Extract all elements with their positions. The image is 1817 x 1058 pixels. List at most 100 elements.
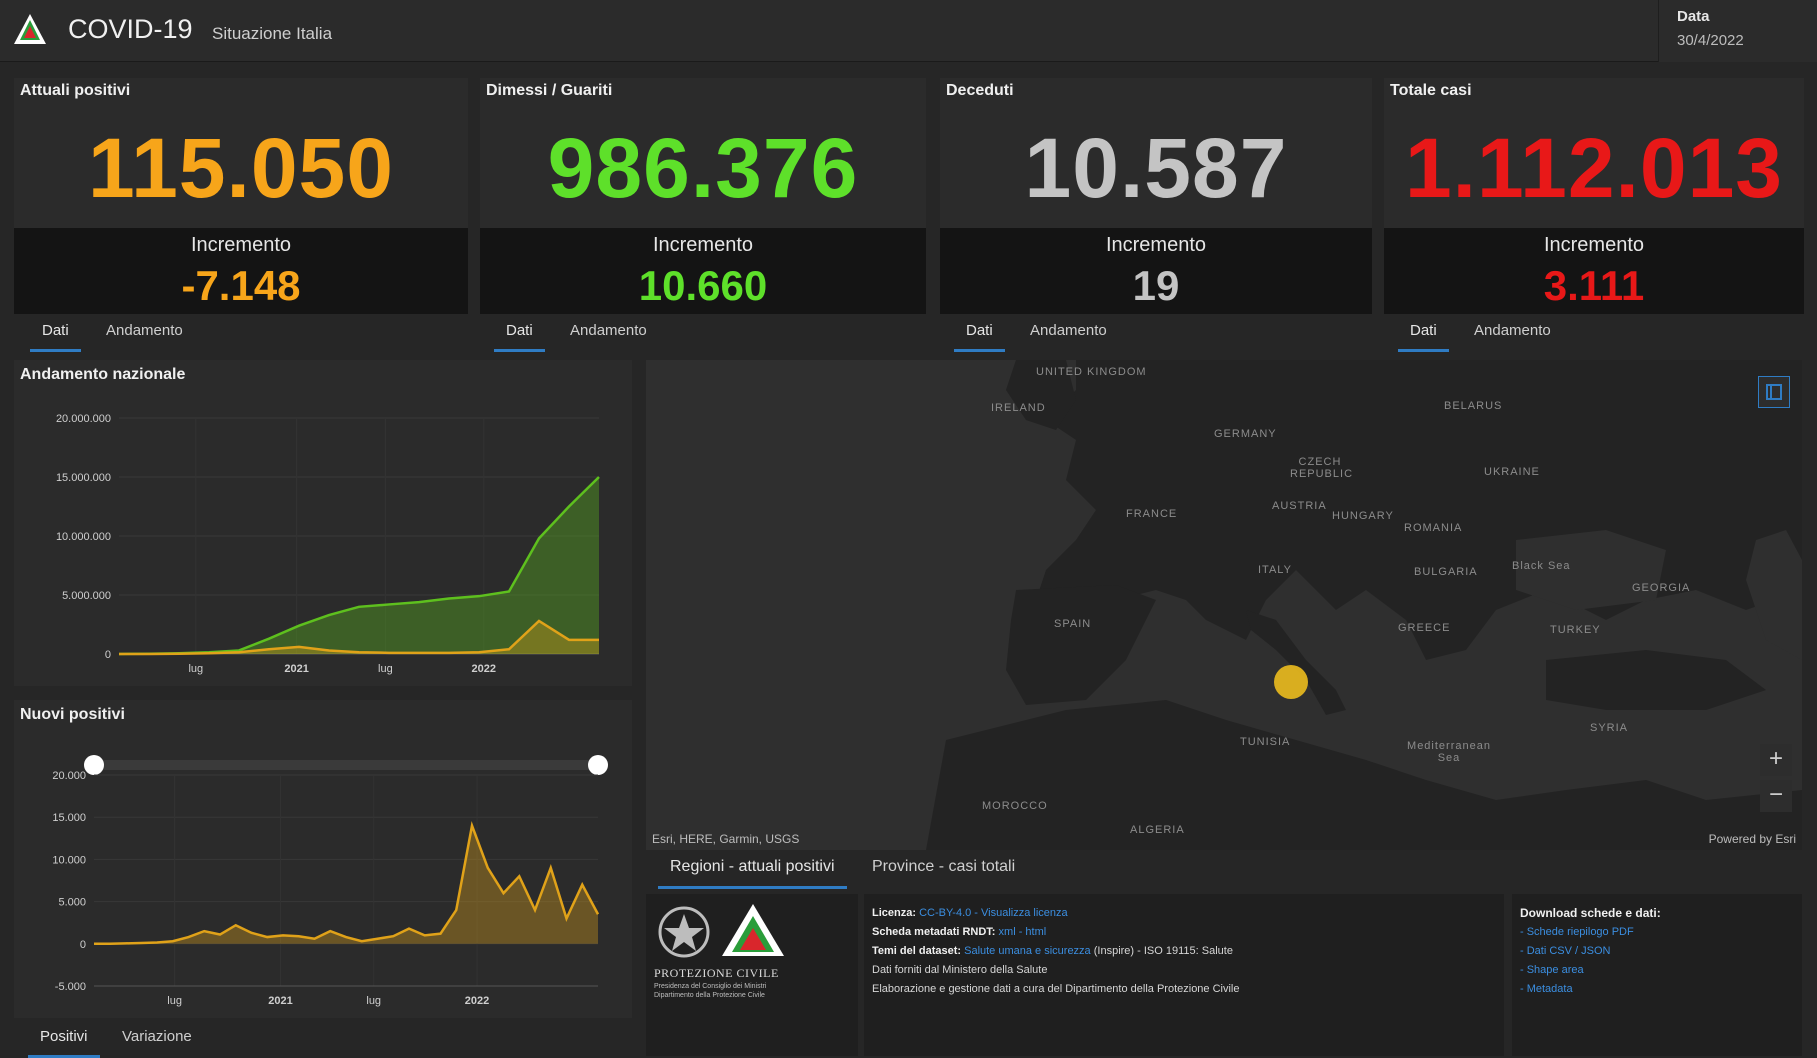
tab-andamento[interactable]: Andamento — [106, 322, 183, 339]
y-tick-label: 15.000 — [52, 812, 86, 824]
map-label: GREECE — [1398, 622, 1451, 634]
italy-marker[interactable] — [1274, 665, 1308, 699]
tab-dati[interactable]: Dati — [1398, 316, 1449, 352]
range-slider-track — [94, 760, 594, 770]
series-area — [119, 620, 599, 654]
range-slider-handle-left[interactable] — [84, 755, 104, 775]
y-tick-label: 0 — [80, 939, 86, 951]
license-label: Licenza: — [872, 907, 917, 919]
map-label: UNITED KINGDOM — [1036, 366, 1147, 378]
y-tick-label: 10.000.000 — [56, 531, 111, 543]
logo-text: PROTEZIONE CIVILE — [654, 966, 779, 980]
x-tick-label: lug — [366, 995, 381, 1007]
download-link-pdf[interactable]: - Schede riepilogo PDF — [1520, 926, 1634, 938]
range-slider-handle-right[interactable] — [588, 755, 608, 775]
tab-dati[interactable]: Dati — [30, 316, 81, 352]
map-label: SPAIN — [1054, 618, 1092, 630]
new-cases-panel: Nuovi positivi 20.000 15.000 10.000 5.000 0 -… — [14, 700, 632, 1018]
map-credit: Esri, HERE, Garmin, USGS — [652, 832, 800, 846]
tab-dati[interactable]: Dati — [494, 316, 545, 352]
kpi-title: Dimessi / Guariti — [486, 82, 613, 99]
map-label: TURKEY — [1550, 624, 1601, 636]
map-label: GERMANY — [1214, 428, 1277, 440]
kpi-title: Totale casi — [1390, 82, 1472, 99]
y-tick-label: 5.000.000 — [62, 590, 111, 602]
map-label: GEORGIA — [1632, 582, 1691, 594]
download-title: Download schede e dati: — [1520, 906, 1661, 920]
tab-regioni-attuali-positivi[interactable]: Regioni - attuali positivi — [658, 852, 847, 889]
panel-title: Nuovi positivi — [20, 706, 125, 723]
tab-variazione[interactable]: Variazione — [122, 1028, 192, 1045]
protezione-civile-icon — [722, 904, 784, 956]
national-trend-chart: 20.000.000 15.000.000 10.000.000 5.000.000 0… — [56, 413, 600, 675]
logo-subtext: Presidenza del Consiglio dei Ministri Di… — [654, 983, 767, 999]
protezione-civile-logo-icon — [14, 14, 46, 44]
map-label: FRANCE — [1126, 508, 1178, 520]
zoom-in-button[interactable]: + — [1760, 744, 1792, 776]
tab-province-casi-totali[interactable]: Province - casi totali — [872, 858, 1016, 875]
themes-label: Temi del dataset: — [872, 945, 962, 957]
download-link-shape[interactable]: - Shape area — [1520, 964, 1584, 976]
tab-positivi[interactable]: Positivi — [28, 1022, 100, 1058]
map-label: HUNGARY — [1332, 510, 1394, 522]
date-label: Data — [1677, 8, 1710, 25]
download-link-metadata[interactable]: - Metadata — [1520, 983, 1573, 995]
kpi-increment-value: -7.148 — [181, 262, 301, 309]
map-label: BULGARIA — [1414, 566, 1478, 578]
themes-link[interactable]: Salute umana e sicurezza — [964, 945, 1091, 957]
themes-rest: (Inspire) - ISO 19115: Salute — [1093, 945, 1233, 957]
map-list-button[interactable] — [1758, 376, 1790, 408]
tab-dati[interactable]: Dati — [954, 316, 1005, 352]
info-panel: PROTEZIONE CIVILE Presidenza del Consigl… — [646, 894, 1802, 1056]
rndt-link[interactable]: xml - html — [998, 926, 1047, 938]
y-tick-label: 20.000 — [52, 770, 86, 782]
y-tick-label: 10.000 — [52, 854, 86, 866]
map-label: ROMANIA — [1404, 522, 1463, 534]
map-label: UKRAINE — [1484, 466, 1540, 478]
x-tick-label: 2022 — [472, 663, 496, 675]
kpi-value: 10.587 — [1024, 121, 1288, 215]
tab-andamento[interactable]: Andamento — [1474, 322, 1551, 339]
map-label: BELARUS — [1444, 400, 1503, 412]
map-label: AUSTRIA — [1272, 500, 1327, 512]
kpi-card-attuali-positivi: Attuali positivi 115.050 Incremento -7.1… — [14, 78, 468, 314]
x-tick-label: lug — [378, 663, 393, 675]
tab-andamento[interactable]: Andamento — [1030, 322, 1107, 339]
map-powered-by[interactable]: Powered by Esri — [1708, 832, 1796, 846]
series-area — [94, 825, 598, 944]
map-view[interactable]: UNITED KINGDOM IRELAND BELARUS GERMANY C… — [646, 360, 1802, 850]
app-title: COVID-19 — [68, 14, 193, 44]
kpi-title: Attuali positivi — [20, 82, 131, 99]
license-link[interactable]: CC-BY-4.0 - Visualizza licenza — [919, 907, 1068, 919]
kpi-increment-label: Incremento — [652, 234, 754, 256]
tab-andamento[interactable]: Andamento — [570, 322, 647, 339]
map-label: IRELAND — [991, 402, 1046, 414]
kpi-title: Deceduti — [946, 82, 1014, 99]
y-tick-label: 20.000.000 — [56, 413, 111, 425]
kpi-card-totale-casi: Totale casi 1.112.013 Incremento 3.111 — [1384, 78, 1804, 314]
license-box: Licenza: CC-BY-4.0 - Visualizza licenza … — [864, 894, 1504, 1056]
series-area — [119, 477, 599, 654]
x-tick-label: 2021 — [284, 663, 308, 675]
map-label: ITALY — [1258, 564, 1292, 576]
download-link-csv[interactable]: - Dati CSV / JSON — [1520, 945, 1611, 957]
map-label: MOROCCO — [982, 800, 1048, 812]
app-header: COVID-19 Situazione Italia Data 30/4/202… — [0, 0, 1817, 62]
kpi-increment-value: 3.111 — [1543, 262, 1645, 309]
map-label: Black Sea — [1512, 560, 1571, 572]
map-label: SYRIA — [1590, 722, 1629, 734]
zoom-out-button[interactable]: − — [1760, 780, 1792, 812]
x-tick-label: lug — [188, 663, 203, 675]
x-tick-label: 2021 — [268, 995, 292, 1007]
kpi-card-dimessi-guariti: Dimessi / Guariti 986.376 Incremento 10.… — [480, 78, 926, 314]
kpi-value: 115.050 — [87, 121, 394, 215]
kpi-increment-value: 19 — [1132, 262, 1180, 309]
map-label: ALGERIA — [1130, 824, 1185, 836]
kpi-increment-label: Incremento — [1543, 234, 1645, 256]
map-label: TUNISIA — [1240, 736, 1291, 748]
map-land-shapes — [646, 360, 1802, 850]
y-tick-label: 15.000.000 — [56, 472, 111, 484]
panel-title: Andamento nazionale — [20, 366, 186, 383]
kpi-value: 986.376 — [547, 121, 859, 215]
download-box: Download schede e dati: - Schede riepilo… — [1512, 894, 1802, 1056]
